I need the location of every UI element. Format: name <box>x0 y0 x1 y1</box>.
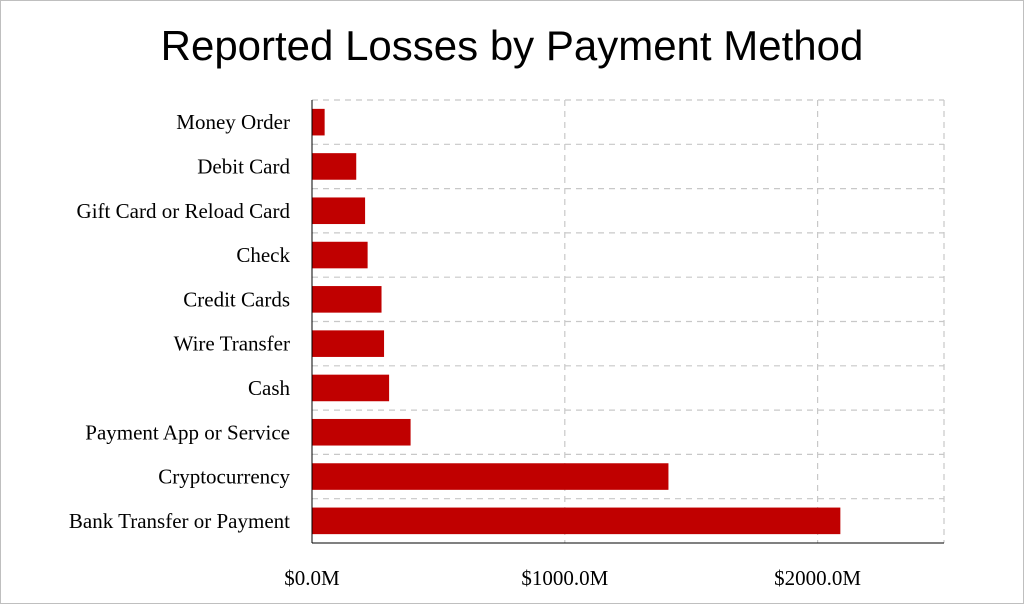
x-tick-label: $1000.0M <box>521 566 608 590</box>
category-label: Cryptocurrency <box>158 465 290 489</box>
category-label: Check <box>236 243 290 267</box>
bar <box>312 108 325 136</box>
category-label: Payment App or Service <box>85 420 290 444</box>
chart-title: Reported Losses by Payment Method <box>160 22 864 69</box>
bar <box>312 241 368 269</box>
category-label: Money Order <box>176 110 290 134</box>
x-tick-label: $2000.0M <box>774 566 861 590</box>
bar <box>312 418 411 446</box>
bar <box>312 153 357 180</box>
category-label: Wire Transfer <box>174 332 290 356</box>
category-label: Cash <box>248 376 291 400</box>
category-label: Gift Card or Reload Card <box>77 199 291 223</box>
x-tick-label: $0.0M <box>284 566 340 590</box>
bar <box>312 374 390 402</box>
category-label: Bank Transfer or Payment <box>69 509 290 533</box>
bar <box>312 507 841 535</box>
bar <box>312 197 366 225</box>
bar <box>312 463 669 490</box>
bar <box>312 330 385 357</box>
category-label: Debit Card <box>197 154 290 178</box>
bar <box>312 286 382 313</box>
category-label: Credit Cards <box>183 287 290 311</box>
